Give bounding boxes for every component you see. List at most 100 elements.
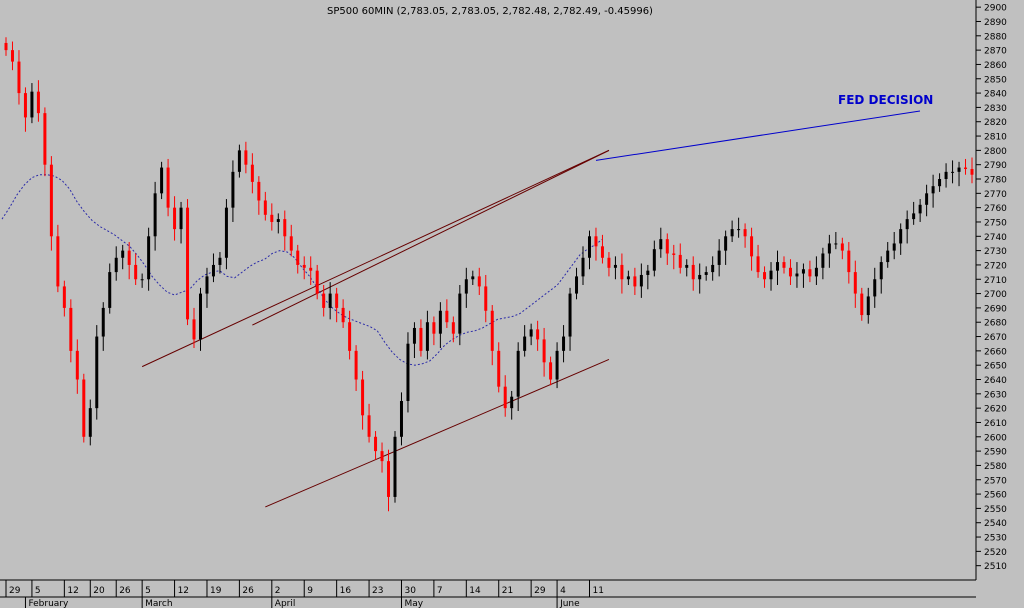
candle-body: [691, 264, 695, 280]
candle-body: [918, 204, 922, 214]
candle-body: [17, 61, 21, 94]
candle-body: [153, 193, 157, 237]
y-tick-label: 2850: [984, 75, 1007, 85]
y-tick-label: 2900: [984, 4, 1007, 14]
y-tick-label: 2780: [984, 176, 1007, 186]
candle-body: [10, 50, 14, 62]
y-tick-label: 2790: [984, 161, 1007, 171]
candle-body: [516, 350, 520, 397]
x-month-label: May: [404, 599, 423, 608]
candle-body: [399, 400, 403, 437]
candle-body: [503, 386, 507, 409]
candle-body: [296, 250, 300, 265]
y-tick-label: 2530: [984, 534, 1007, 544]
candle-body: [769, 270, 773, 280]
candle-body: [704, 272, 708, 275]
candle-body: [140, 279, 144, 281]
candle-body: [166, 167, 170, 208]
candle-body: [853, 272, 857, 294]
candle-body: [892, 243, 896, 251]
y-tick-label: 2820: [984, 118, 1007, 128]
x-day-label: 2: [275, 586, 281, 596]
candle-body: [179, 207, 183, 230]
candle-body: [186, 207, 190, 320]
x-day-label: 26: [242, 586, 254, 596]
candle-body: [925, 193, 929, 205]
candle-body: [808, 269, 812, 277]
candle-body: [613, 264, 617, 268]
candle-body: [529, 329, 533, 337]
y-tick-label: 2710: [984, 276, 1007, 286]
y-tick-label: 2600: [984, 433, 1007, 443]
y-tick-label: 2830: [984, 104, 1007, 114]
x-month-label: March: [145, 599, 172, 608]
candle-body: [659, 239, 663, 250]
candle-body: [555, 350, 559, 380]
candle-body: [866, 296, 870, 316]
x-day-label: 9: [307, 586, 313, 596]
y-tick-label: 2700: [984, 290, 1007, 300]
candle-body: [477, 276, 481, 287]
candle-body: [801, 269, 805, 274]
candle-body: [510, 396, 514, 409]
candle-body: [938, 179, 942, 187]
candle-body: [56, 236, 60, 287]
candle-body: [315, 270, 319, 294]
candle-body: [406, 343, 410, 401]
candle-body: [549, 362, 553, 380]
candle-body: [860, 293, 864, 316]
y-tick-label: 2640: [984, 376, 1007, 386]
candle-body: [4, 42, 8, 51]
candle-body: [328, 293, 332, 308]
y-tick-label: 2770: [984, 190, 1007, 200]
candle-body: [218, 257, 222, 265]
candle-body: [387, 461, 391, 497]
candles: [4, 37, 974, 512]
candle-body: [464, 279, 468, 294]
annotations: FED DECISION: [595, 93, 933, 161]
candle-body: [484, 286, 488, 311]
candle-body: [309, 267, 313, 271]
candle-body: [425, 322, 429, 351]
fed-decision-label: FED DECISION: [838, 93, 933, 107]
candle-body: [678, 254, 682, 268]
candle-body: [879, 262, 883, 280]
candle-body: [562, 336, 566, 351]
y-tick-label: 2870: [984, 47, 1007, 57]
y-tick-label: 2590: [984, 448, 1007, 458]
candle-body: [594, 236, 598, 247]
y-tick-label: 2810: [984, 133, 1007, 143]
candle-body: [756, 256, 760, 273]
candle-body: [490, 310, 494, 351]
y-tick-label: 2740: [984, 233, 1007, 243]
y-tick-label: 2860: [984, 61, 1007, 71]
y-tick-label: 2680: [984, 319, 1007, 329]
moving-average-path: [1, 174, 603, 366]
y-tick-label: 2890: [984, 18, 1007, 28]
y-tick-label: 2610: [984, 419, 1007, 429]
candle-body: [717, 250, 721, 265]
candle-body: [458, 293, 462, 334]
candle-body: [607, 257, 611, 268]
candle-body: [840, 243, 844, 251]
candle-body: [438, 310, 442, 334]
candle-body: [737, 229, 741, 231]
candle-body: [88, 408, 92, 437]
candle-body: [69, 307, 73, 351]
candle-body: [970, 168, 974, 175]
candle-body: [795, 273, 799, 277]
candle-body: [49, 164, 53, 237]
x-day-label: 20: [93, 586, 105, 596]
candle-body: [445, 310, 449, 323]
x-day-label: 29: [9, 586, 21, 596]
candle-body: [121, 250, 125, 258]
candle-body: [568, 293, 572, 337]
moving-average-line: [1, 174, 603, 366]
candle-body: [788, 267, 792, 277]
candle-body: [322, 293, 326, 308]
x-day-label: 7: [437, 586, 443, 596]
candle-body: [600, 246, 604, 258]
y-tick-label: 2520: [984, 548, 1007, 558]
candle-body: [23, 93, 27, 118]
x-day-label: 11: [592, 586, 603, 596]
